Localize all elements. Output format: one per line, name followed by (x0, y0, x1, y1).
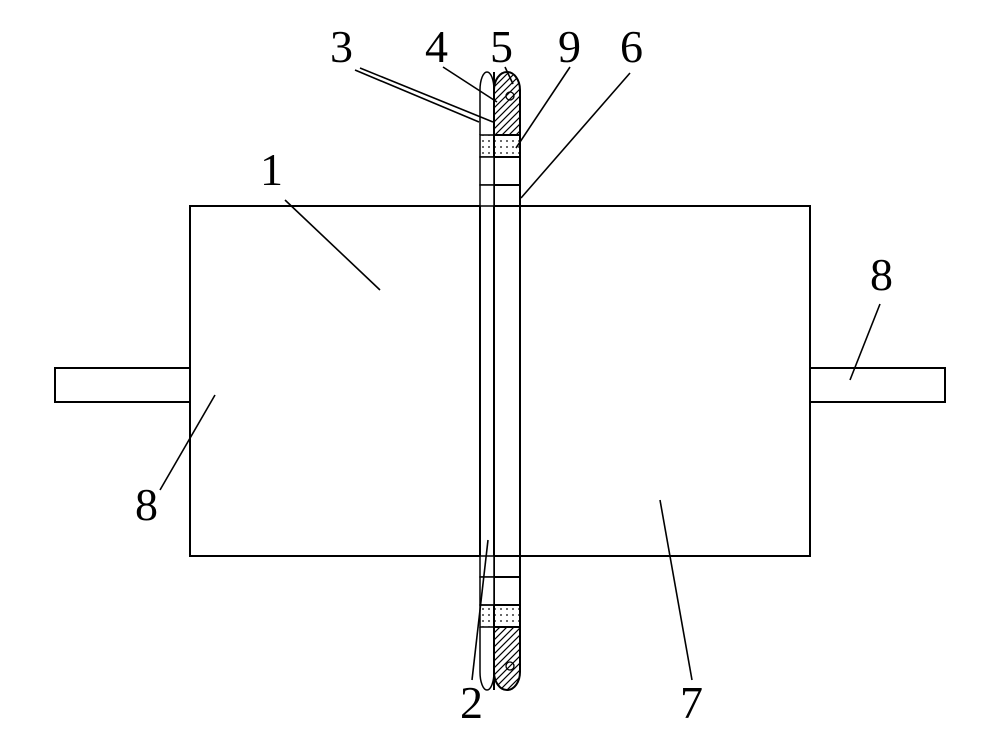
left-shaft (55, 368, 190, 402)
inner-upper (480, 185, 494, 206)
undefined (480, 556, 494, 577)
bot-band-dotted (494, 605, 520, 627)
label-1: 1 (260, 144, 283, 195)
label-8: 8 (870, 249, 893, 300)
inner-top-dot (480, 135, 494, 157)
label-8: 8 (135, 479, 158, 530)
label-9: 9 (558, 21, 581, 72)
bot-cap (494, 627, 520, 690)
bot-band-plain (494, 577, 520, 605)
label-6: 6 (620, 21, 643, 72)
inner-top-cap (480, 72, 494, 135)
top-cap (494, 72, 520, 135)
label-5: 5 (490, 21, 513, 72)
label-3: 3 (330, 21, 353, 72)
undefined (480, 605, 494, 627)
label-7: 7 (680, 677, 703, 728)
outer-lower (494, 556, 520, 577)
label-4: 4 (425, 21, 448, 72)
outer-upper (494, 185, 520, 206)
inner-top-plain (480, 157, 494, 185)
label-2: 2 (460, 677, 483, 728)
right-block (520, 206, 810, 556)
left-block (190, 206, 480, 556)
top-band-dotted (494, 135, 520, 157)
top-band-plain (494, 157, 520, 185)
right-shaft (810, 368, 945, 402)
diagram-svg: 3 4596 1 8 8 2 7 (0, 0, 1000, 743)
